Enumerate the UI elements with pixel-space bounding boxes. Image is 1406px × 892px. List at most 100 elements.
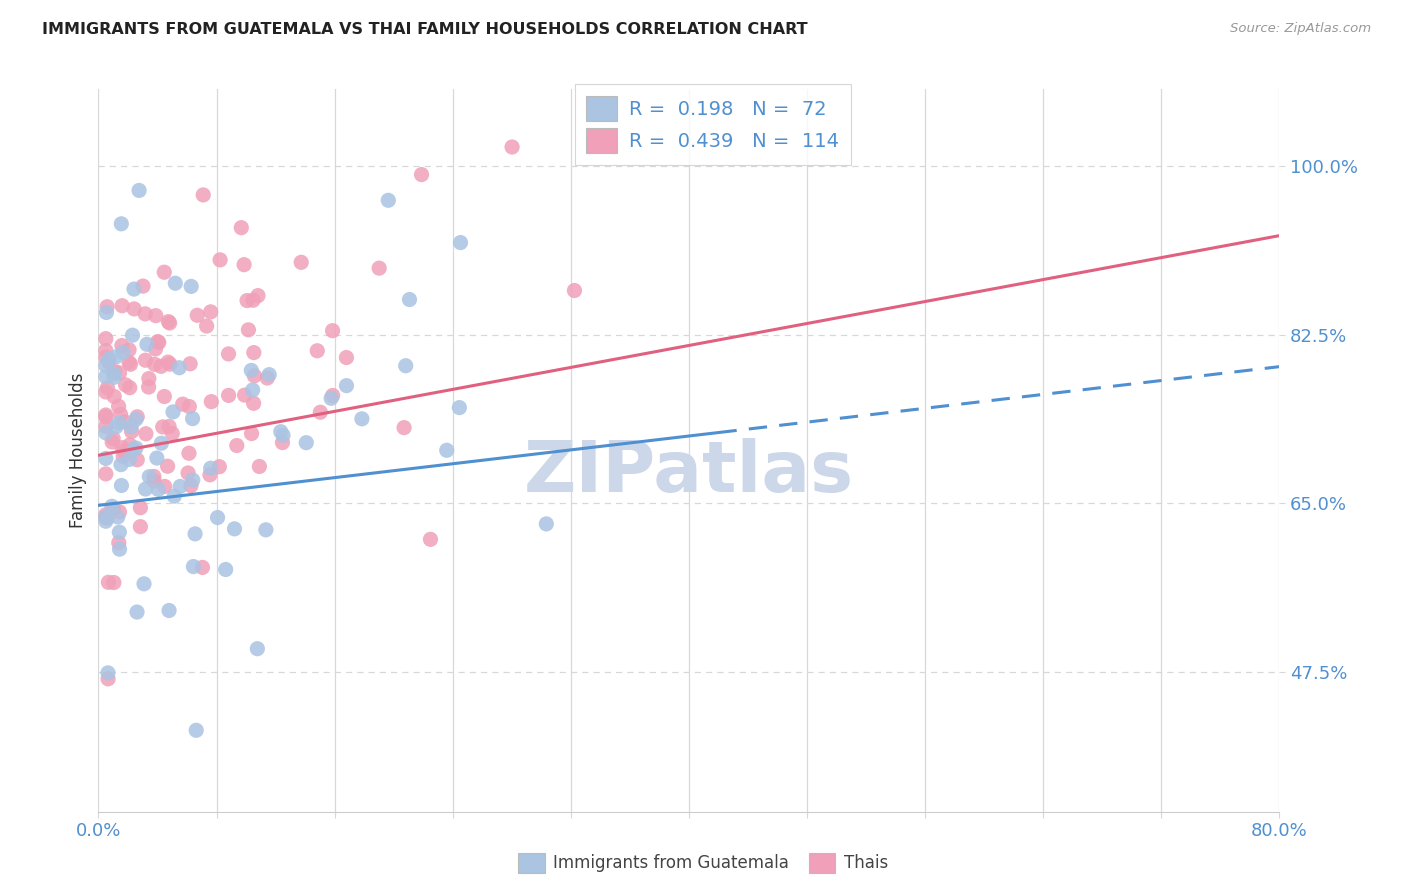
Point bbox=[94, 419, 117, 434]
Point bbox=[240, 426, 263, 441]
Point bbox=[97, 672, 120, 686]
Point bbox=[127, 409, 149, 424]
Point bbox=[240, 363, 263, 377]
Point bbox=[108, 505, 131, 519]
Point bbox=[94, 351, 117, 365]
Point bbox=[449, 401, 471, 415]
Point bbox=[564, 284, 586, 298]
Point bbox=[200, 394, 222, 409]
Point bbox=[94, 425, 117, 440]
Point bbox=[335, 351, 357, 365]
Point bbox=[94, 451, 117, 466]
Point bbox=[242, 293, 264, 308]
Point bbox=[200, 305, 222, 319]
Point bbox=[193, 188, 215, 202]
Point bbox=[169, 479, 191, 493]
Point bbox=[398, 293, 420, 307]
Point bbox=[138, 469, 160, 483]
Point bbox=[218, 347, 240, 361]
Point bbox=[157, 355, 180, 369]
Point bbox=[322, 388, 344, 402]
Point bbox=[108, 366, 131, 380]
Point bbox=[242, 383, 264, 397]
Point bbox=[148, 483, 170, 497]
Point bbox=[128, 183, 150, 197]
Point bbox=[322, 324, 344, 338]
Point bbox=[121, 328, 143, 343]
Point bbox=[183, 559, 205, 574]
Point bbox=[150, 359, 173, 374]
Point bbox=[270, 425, 292, 439]
Point bbox=[271, 428, 294, 442]
Point bbox=[208, 459, 231, 474]
Point bbox=[103, 370, 125, 384]
Point bbox=[177, 466, 200, 480]
Point bbox=[125, 412, 148, 426]
Point bbox=[114, 415, 136, 429]
Point bbox=[94, 369, 117, 384]
Point bbox=[257, 368, 280, 382]
Point bbox=[138, 380, 160, 394]
Point bbox=[107, 535, 129, 549]
Point bbox=[246, 641, 269, 656]
Point bbox=[134, 353, 156, 368]
Point bbox=[214, 562, 236, 576]
Point bbox=[243, 345, 266, 359]
Point bbox=[157, 603, 180, 617]
Point bbox=[108, 542, 131, 557]
Point bbox=[110, 458, 132, 472]
Point bbox=[94, 332, 117, 346]
Point bbox=[225, 438, 247, 452]
Point bbox=[145, 309, 167, 323]
Point bbox=[159, 357, 181, 371]
Point bbox=[94, 508, 117, 522]
Point bbox=[177, 446, 200, 460]
Point bbox=[94, 467, 117, 481]
Point bbox=[411, 168, 433, 182]
Point bbox=[118, 381, 141, 395]
Point bbox=[110, 217, 132, 231]
Point bbox=[180, 478, 202, 492]
Point bbox=[134, 307, 156, 321]
Point bbox=[309, 405, 332, 419]
Point bbox=[271, 435, 294, 450]
Point bbox=[501, 140, 523, 154]
Point bbox=[231, 220, 253, 235]
Point bbox=[97, 575, 120, 590]
Point bbox=[112, 345, 135, 359]
Point bbox=[207, 510, 229, 524]
Point bbox=[200, 461, 222, 475]
Point bbox=[127, 452, 149, 467]
Point bbox=[97, 665, 120, 680]
Point bbox=[103, 501, 125, 516]
Legend: R =  0.198   N =  72, R =  0.439   N =  114: R = 0.198 N = 72, R = 0.439 N = 114 bbox=[575, 85, 851, 165]
Point bbox=[186, 723, 208, 738]
Point bbox=[165, 277, 187, 291]
Point bbox=[162, 426, 184, 441]
Point bbox=[104, 420, 127, 434]
Point bbox=[108, 416, 131, 430]
Point bbox=[295, 435, 318, 450]
Point bbox=[143, 357, 166, 371]
Point bbox=[233, 388, 256, 402]
Point bbox=[143, 474, 166, 488]
Point bbox=[94, 343, 117, 358]
Point bbox=[181, 473, 204, 487]
Point bbox=[112, 450, 135, 464]
Point bbox=[307, 343, 329, 358]
Point bbox=[368, 261, 391, 276]
Point bbox=[236, 293, 259, 308]
Text: IMMIGRANTS FROM GUATEMALA VS THAI FAMILY HOUSEHOLDS CORRELATION CHART: IMMIGRANTS FROM GUATEMALA VS THAI FAMILY… bbox=[42, 22, 808, 37]
Point bbox=[108, 525, 131, 540]
Point bbox=[135, 426, 157, 441]
Point bbox=[162, 405, 184, 419]
Point bbox=[195, 319, 218, 334]
Point bbox=[153, 389, 176, 403]
Point bbox=[191, 560, 214, 574]
Point bbox=[152, 420, 174, 434]
Point bbox=[218, 388, 240, 402]
Point bbox=[157, 419, 180, 434]
Text: ZIPatlas: ZIPatlas bbox=[524, 438, 853, 507]
Point bbox=[146, 334, 169, 349]
Point bbox=[156, 459, 179, 474]
